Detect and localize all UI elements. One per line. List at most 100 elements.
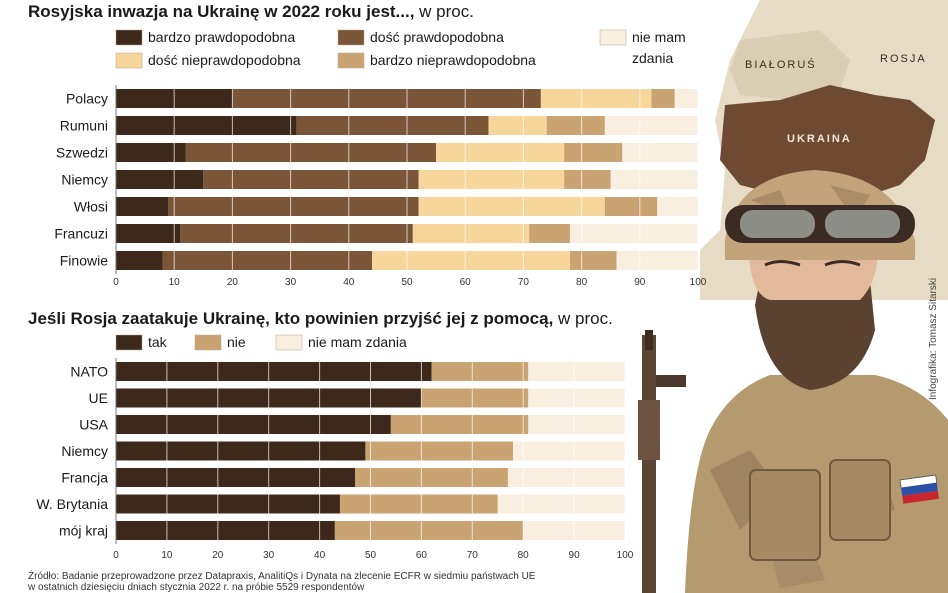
legend-swatch <box>194 334 222 351</box>
category-label: Polacy <box>66 91 108 107</box>
bar-segment <box>232 89 541 108</box>
x-tick-label: 20 <box>227 277 239 288</box>
category-label: Włosi <box>74 199 108 215</box>
bar-segment <box>296 116 489 135</box>
x-tick-label: 90 <box>569 550 581 561</box>
map-ukraine <box>720 85 935 200</box>
category-label: mój kraj <box>59 523 108 539</box>
bar-segment <box>564 170 611 189</box>
bar-segment <box>497 494 625 514</box>
bar-segment <box>334 521 524 540</box>
bar-segment <box>116 197 169 216</box>
legend-swatch <box>275 334 303 351</box>
x-tick-label: 20 <box>212 550 224 561</box>
x-tick-label: 70 <box>467 550 479 561</box>
bar-segment <box>528 362 625 381</box>
bar-segment <box>546 116 605 135</box>
legend-label: tak <box>148 334 168 350</box>
x-tick-label: 50 <box>365 550 377 561</box>
bar-segment <box>168 197 419 216</box>
bar-segment <box>116 441 366 461</box>
bar-segment <box>604 116 698 135</box>
source-note: Źródło: Badanie przeprowadzone przez Dat… <box>28 571 628 593</box>
category-label: Francja <box>61 470 108 486</box>
bar-segment <box>674 89 698 108</box>
category-label: NATO <box>70 364 108 380</box>
category-label: Finowie <box>60 253 108 269</box>
x-tick-label: 80 <box>576 277 588 288</box>
x-tick-label: 40 <box>314 550 326 561</box>
bar-segment <box>116 224 181 243</box>
russian-flag-icon <box>899 474 939 504</box>
bar-segment <box>412 224 530 243</box>
legend-label: nie mam <box>632 29 686 45</box>
bar-segment <box>569 224 698 243</box>
bar-segment <box>657 197 698 216</box>
category-label: Francuzi <box>54 226 108 242</box>
bar-segment <box>185 143 437 162</box>
bar-segment <box>180 224 413 243</box>
bar-segment <box>418 170 565 189</box>
map-belarus <box>730 30 850 100</box>
chart-title: Rosyjska inwazja na Ukrainę w 2022 roku … <box>28 2 474 21</box>
bar-segment <box>431 362 529 381</box>
bar-segment <box>616 251 698 270</box>
category-label: Rumuni <box>60 118 108 134</box>
x-tick-label: 40 <box>343 277 355 288</box>
rifle-icon <box>638 330 686 593</box>
x-tick-label: 0 <box>113 550 119 561</box>
legend-swatch <box>115 334 143 351</box>
chart-who-should-help: Jeśli Rosja zaatakuje Ukrainę, kto powin… <box>28 309 634 561</box>
source-line-2: w ostatnich dziesięciu dniach stycznia 2… <box>28 582 365 593</box>
bar-segment <box>116 170 204 189</box>
category-label: W. Brytania <box>36 496 108 512</box>
bar-segment <box>116 468 356 487</box>
x-tick-label: 60 <box>416 550 428 561</box>
bar-segment <box>528 388 625 408</box>
bar-segment <box>622 143 698 162</box>
x-tick-label: 70 <box>518 277 530 288</box>
map-label-ukraine: UKRAINA <box>787 133 852 145</box>
credit-text: Infografika: Tomasz Sitarski <box>928 277 939 400</box>
bar-segment <box>564 143 623 162</box>
chart-title-bold: Jeśli Rosja zaatakuje Ukrainę, kto powin… <box>28 309 553 328</box>
legend-label: zdania <box>632 50 673 66</box>
soldier-icon <box>638 170 948 593</box>
bar-segment <box>116 143 186 162</box>
x-tick-label: 80 <box>518 550 530 561</box>
source-line-1: Źródło: Badanie przeprowadzone przez Dat… <box>28 571 536 582</box>
bar-segment <box>604 197 658 216</box>
x-tick-label: 30 <box>263 550 275 561</box>
x-tick-label: 50 <box>401 277 413 288</box>
legend-swatch <box>115 29 143 46</box>
x-tick-label: 10 <box>161 550 173 561</box>
legend-label: bardzo nieprawdopodobna <box>370 52 536 68</box>
legend-label: nie <box>227 334 246 350</box>
bar-segment <box>116 494 340 514</box>
x-tick-label: 10 <box>169 277 181 288</box>
x-tick-label: 60 <box>460 277 472 288</box>
chart-title: Jeśli Rosja zaatakuje Ukrainę, kto powin… <box>28 309 613 328</box>
legend-label: nie mam zdania <box>308 334 407 350</box>
bar-segment <box>488 116 547 135</box>
x-tick-label: 90 <box>634 277 646 288</box>
x-tick-label: 0 <box>113 277 119 288</box>
bar-segment <box>610 170 698 189</box>
legend-swatch <box>599 29 627 46</box>
bar-segment <box>116 116 297 135</box>
bar-segment <box>339 494 498 514</box>
chart-invasion-likelihood: Rosyjska inwazja na Ukrainę w 2022 roku … <box>28 2 707 288</box>
x-tick-label: 100 <box>617 550 634 561</box>
bar-segment <box>116 251 163 270</box>
bar-segment <box>116 415 391 434</box>
category-label: Szwedzi <box>56 145 108 161</box>
category-label: USA <box>79 417 108 433</box>
bar-segment <box>116 521 335 540</box>
legend-label: dość nieprawdopodobna <box>148 52 301 68</box>
bar-segment <box>513 441 625 461</box>
map-label-russia: ROSJA <box>880 53 927 65</box>
legend-label: bardzo prawdopodobna <box>148 29 295 45</box>
bar-segment <box>355 468 508 487</box>
bar-segment <box>372 251 570 270</box>
bar-segment <box>421 388 529 408</box>
